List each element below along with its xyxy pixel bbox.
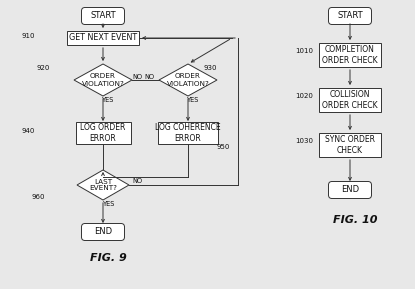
Polygon shape	[159, 64, 217, 96]
Text: NO: NO	[132, 74, 142, 80]
Text: ORDER
VIOLATION?: ORDER VIOLATION?	[166, 73, 210, 86]
Text: GET NEXT EVENT: GET NEXT EVENT	[69, 34, 137, 42]
FancyBboxPatch shape	[81, 223, 124, 240]
Text: END: END	[94, 227, 112, 236]
Text: 960: 960	[31, 194, 45, 200]
Text: LOG COHERENCE
ERROR: LOG COHERENCE ERROR	[155, 123, 221, 143]
Text: YES: YES	[187, 97, 199, 103]
Text: 1030: 1030	[295, 138, 313, 144]
Bar	[319, 43, 381, 67]
Text: 930: 930	[203, 65, 217, 71]
Text: ORDER
VIOLATION?: ORDER VIOLATION?	[82, 73, 124, 86]
Text: COMPLETION
ORDER CHECK: COMPLETION ORDER CHECK	[322, 45, 378, 65]
Bar	[158, 122, 218, 144]
Text: 1010: 1010	[295, 48, 313, 54]
Text: NO: NO	[144, 74, 154, 80]
Text: 1020: 1020	[295, 93, 313, 99]
Text: FIG. 9: FIG. 9	[90, 253, 127, 263]
FancyBboxPatch shape	[329, 8, 371, 25]
Text: YES: YES	[103, 201, 115, 207]
Text: START: START	[90, 12, 116, 21]
Bar	[76, 122, 130, 144]
Text: SYNC ORDER
CHECK: SYNC ORDER CHECK	[325, 135, 375, 155]
Text: 940: 940	[21, 128, 35, 134]
Text: 920: 920	[37, 65, 50, 71]
Text: YES: YES	[102, 97, 114, 103]
Text: 910: 910	[21, 33, 35, 39]
Bar	[319, 88, 381, 112]
Text: FIG. 10: FIG. 10	[333, 215, 377, 225]
Text: START: START	[337, 12, 363, 21]
Polygon shape	[77, 170, 129, 200]
Text: LOG ORDER
ERROR: LOG ORDER ERROR	[81, 123, 126, 143]
Bar	[67, 31, 139, 45]
FancyBboxPatch shape	[329, 181, 371, 199]
Text: NO: NO	[132, 178, 142, 184]
FancyBboxPatch shape	[81, 8, 124, 25]
Polygon shape	[74, 64, 132, 96]
Bar	[319, 133, 381, 157]
Text: 950: 950	[216, 144, 229, 150]
Text: END: END	[341, 186, 359, 194]
Text: LAST
EVENT?: LAST EVENT?	[89, 179, 117, 192]
Text: COLLISION
ORDER CHECK: COLLISION ORDER CHECK	[322, 90, 378, 110]
